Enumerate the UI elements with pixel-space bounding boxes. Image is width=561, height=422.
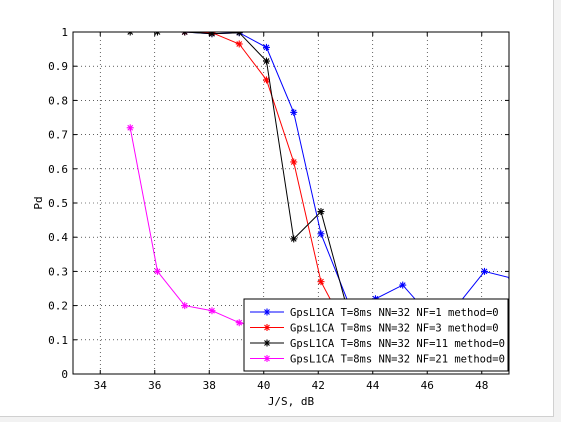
y-tick-label: 0.4 [48, 231, 68, 244]
x-axis-label: J/S, dB [268, 395, 315, 408]
legend-label-4: GpsL1CA T=8ms NN=32 NF=21 method=0 [290, 354, 505, 366]
y-axis-label: Pd [32, 196, 45, 209]
y-tick-label: 0.9 [48, 60, 68, 73]
data-point-series-4 [181, 302, 189, 310]
y-tick-label: 0.1 [48, 334, 68, 347]
data-point-series-1 [290, 108, 298, 116]
data-point-series-3 [153, 32, 161, 36]
x-tick-label: 34 [94, 379, 108, 392]
data-point-series-3 [181, 32, 189, 36]
x-tick-label: 42 [312, 379, 325, 392]
y-tick-label: 0.5 [48, 197, 68, 210]
data-point-series-3 [262, 57, 270, 65]
y-tick-label: 0.8 [48, 94, 68, 107]
y-tick-label: 0 [61, 368, 68, 381]
y-tick-label: 0.6 [48, 163, 68, 176]
legend-marker-3 [263, 339, 271, 347]
y-tick-label: 0.7 [48, 129, 68, 142]
y-tick-label: 0.2 [48, 300, 68, 313]
x-tick-label: 44 [366, 379, 380, 392]
data-point-series-1 [317, 230, 325, 238]
x-tick-label: 48 [475, 379, 488, 392]
data-point-series-4 [235, 319, 243, 327]
data-point-series-3 [235, 32, 243, 37]
x-tick-label: 46 [421, 379, 434, 392]
data-point-series-4 [153, 267, 161, 275]
data-point-series-4 [126, 124, 134, 132]
data-point-series-2 [290, 158, 298, 166]
data-point-series-4 [208, 307, 216, 315]
x-tick-label: 38 [203, 379, 216, 392]
x-tick-label: 36 [148, 379, 161, 392]
legend-marker-4 [263, 355, 271, 362]
y-tick-label: 1 [61, 26, 68, 39]
axis-ticks: 34 36 38 40 42 44 46 48 0 0.1 0.2 0.3 0.4 0.5 0.6 0.7 0.… [48, 26, 509, 392]
data-point-series-1 [262, 43, 270, 51]
legend-marker-2 [263, 324, 271, 331]
legend-marker-1 [263, 308, 271, 316]
y-tick-label: 0.3 [48, 265, 68, 278]
data-point-series-3 [317, 208, 325, 216]
legend: GpsL1CA T=8ms NN=32 NF=1 method=0 GpsL1CA… [243, 298, 509, 372]
data-point-series-2 [317, 278, 325, 286]
data-point-series-2 [262, 76, 270, 84]
data-point-series-3 [290, 235, 298, 243]
legend-label-2: GpsL1CA T=8ms NN=32 NF=3 method=0 [290, 323, 499, 335]
data-point-series-1 [399, 281, 407, 289]
legend-label-3: GpsL1CA T=8ms NN=32 NF=11 method=0 [290, 338, 505, 350]
legend-label-1: GpsL1CA T=8ms NN=32 NF=1 method=0 [290, 307, 499, 319]
data-point-series-3 [126, 32, 134, 36]
data-point-series-2 [235, 40, 243, 48]
x-tick-label: 40 [257, 379, 270, 392]
data-point-series-1 [480, 267, 488, 275]
legend-box [243, 298, 509, 372]
